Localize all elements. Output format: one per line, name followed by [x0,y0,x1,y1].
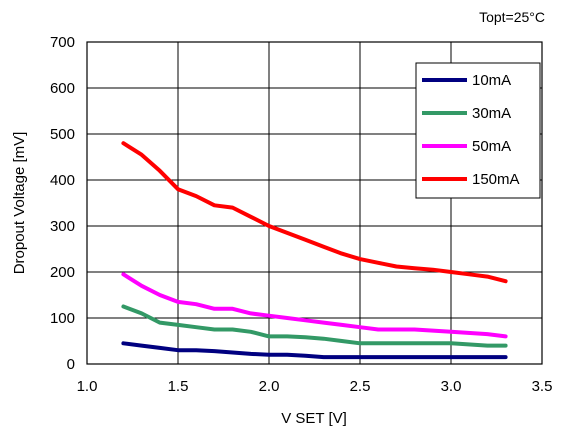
y-tick-label: 200 [50,264,75,281]
y-tick-label: 700 [50,34,75,51]
legend-label: 150mA [472,171,520,188]
series-line-30mA [121,304,508,348]
y-tick-label: 100 [50,310,75,327]
x-axis-label: V SET [V] [281,410,347,427]
plot-frame [86,41,543,365]
y-tick-labels: 0 100 200 300 400 500 600 700 [50,34,75,373]
x-tick-label: 1.5 [168,378,189,395]
x-tick-label: 2.0 [259,378,280,395]
x-tick-label: 3.0 [441,378,462,395]
legend: 10mA 30mA 50mA 150mA [415,62,541,199]
x-tick-label: 1.0 [77,378,98,395]
y-tick-label: 0 [67,356,75,373]
x-tick-label: 2.5 [350,378,371,395]
y-tick-label: 600 [50,80,75,97]
series-line-50mA [121,272,508,339]
series-line-150mA [121,141,508,284]
legend-label: 30mA [472,105,511,122]
legend-label: 10mA [472,72,511,89]
series-layer [121,141,508,360]
series-line-10mA [121,341,508,360]
legend-label: 50mA [472,138,511,155]
x-tick-label: 3.5 [532,378,553,395]
legend-box [415,62,541,199]
y-tick-label: 400 [50,172,75,189]
condition-label: Topt=25°C [479,9,545,25]
y-tick-label: 500 [50,126,75,143]
x-tick-labels: 1.0 1.5 2.0 2.5 3.0 3.5 [77,378,553,395]
y-tick-label: 300 [50,218,75,235]
y-axis-label: Dropout Voltage [mV] [11,132,28,275]
